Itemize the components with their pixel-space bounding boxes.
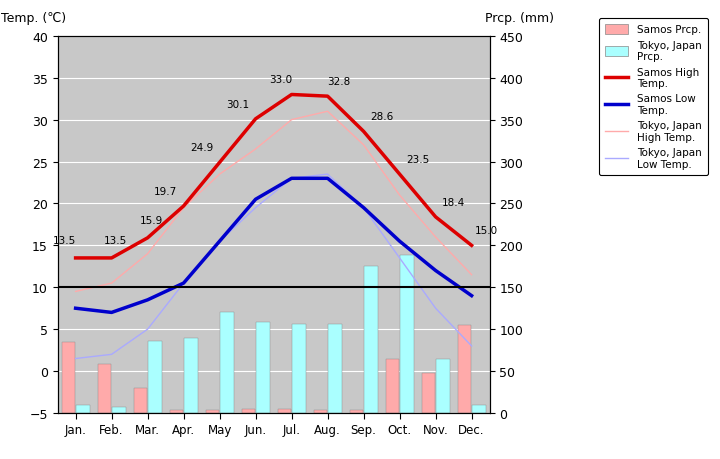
Tokyo, Japan Low Temp. xyxy=(251,206,260,211)
Samos Low Temp. xyxy=(107,310,116,315)
Tokyo, Japan High Temp. xyxy=(467,272,476,278)
Tokyo, Japan High Temp. xyxy=(395,193,404,198)
Text: 19.7: 19.7 xyxy=(154,186,177,196)
Samos High Temp. xyxy=(251,117,260,122)
Text: Prcp. (mm): Prcp. (mm) xyxy=(485,12,554,25)
Tokyo, Japan High Temp. xyxy=(215,172,224,178)
Bar xyxy=(220,313,233,413)
Samos Low Temp. xyxy=(431,268,440,274)
Tokyo, Japan High Temp. xyxy=(323,109,332,115)
Text: 32.8: 32.8 xyxy=(327,77,350,87)
Bar xyxy=(112,407,125,413)
Line: Samos High Temp.: Samos High Temp. xyxy=(76,95,472,258)
Tokyo, Japan Low Temp. xyxy=(71,356,80,362)
Line: Samos Low Temp.: Samos Low Temp. xyxy=(76,179,472,313)
Samos Low Temp. xyxy=(287,176,296,182)
Bar xyxy=(421,373,435,413)
Bar xyxy=(349,411,363,413)
Bar xyxy=(472,405,485,413)
Samos High Temp. xyxy=(431,215,440,220)
Bar xyxy=(98,364,111,413)
Bar xyxy=(184,338,197,413)
Samos Low Temp. xyxy=(71,306,80,311)
Samos Low Temp. xyxy=(143,297,152,303)
Tokyo, Japan High Temp. xyxy=(107,281,116,286)
Samos High Temp. xyxy=(215,160,224,166)
Text: 24.9: 24.9 xyxy=(190,143,213,153)
Text: 30.1: 30.1 xyxy=(226,100,249,110)
Tokyo, Japan Low Temp. xyxy=(467,343,476,349)
Line: Tokyo, Japan Low Temp.: Tokyo, Japan Low Temp. xyxy=(76,175,472,359)
Text: 13.5: 13.5 xyxy=(53,236,76,246)
Bar xyxy=(169,411,183,413)
Tokyo, Japan Low Temp. xyxy=(215,239,224,244)
Bar xyxy=(400,256,413,413)
Tokyo, Japan Low Temp. xyxy=(395,256,404,261)
Samos High Temp. xyxy=(467,243,476,249)
Text: 15.0: 15.0 xyxy=(474,226,498,236)
Text: Temp. (℃): Temp. (℃) xyxy=(1,12,66,25)
Bar xyxy=(61,342,75,413)
Tokyo, Japan High Temp. xyxy=(359,143,368,148)
Bar xyxy=(256,323,269,413)
Bar xyxy=(292,325,305,413)
Samos High Temp. xyxy=(179,204,188,209)
Bar xyxy=(134,388,148,413)
Samos High Temp. xyxy=(71,256,80,261)
Samos High Temp. xyxy=(359,129,368,135)
Tokyo, Japan Low Temp. xyxy=(143,327,152,332)
Line: Tokyo, Japan High Temp.: Tokyo, Japan High Temp. xyxy=(76,112,472,292)
Text: 15.9: 15.9 xyxy=(140,216,163,226)
Bar xyxy=(206,410,219,413)
Tokyo, Japan High Temp. xyxy=(143,252,152,257)
Text: 33.0: 33.0 xyxy=(269,75,292,85)
Text: 18.4: 18.4 xyxy=(442,197,465,207)
Tokyo, Japan High Temp. xyxy=(431,235,440,240)
Bar xyxy=(241,409,255,413)
Tokyo, Japan Low Temp. xyxy=(431,306,440,311)
Bar xyxy=(277,409,291,413)
Samos Low Temp. xyxy=(251,197,260,202)
Bar xyxy=(364,267,377,413)
Text: 13.5: 13.5 xyxy=(104,236,127,246)
Tokyo, Japan High Temp. xyxy=(287,118,296,123)
Samos Low Temp. xyxy=(395,239,404,244)
Tokyo, Japan Low Temp. xyxy=(359,206,368,211)
Samos High Temp. xyxy=(287,93,296,98)
Samos Low Temp. xyxy=(179,281,188,286)
Bar xyxy=(76,406,89,413)
Tokyo, Japan High Temp. xyxy=(71,289,80,295)
Bar xyxy=(313,411,327,413)
Text: 23.5: 23.5 xyxy=(406,155,429,165)
Bar xyxy=(386,359,399,413)
Tokyo, Japan Low Temp. xyxy=(323,172,332,178)
Samos High Temp. xyxy=(143,235,152,241)
Samos Low Temp. xyxy=(323,176,332,182)
Samos Low Temp. xyxy=(359,206,368,211)
Samos Low Temp. xyxy=(467,293,476,299)
Tokyo, Japan High Temp. xyxy=(251,147,260,152)
Bar xyxy=(458,325,471,413)
Samos High Temp. xyxy=(107,256,116,261)
Legend: Samos Prcp., Tokyo, Japan
Prcp., Samos High
Temp., Samos Low
Temp., Tokyo, Japan: Samos Prcp., Tokyo, Japan Prcp., Samos H… xyxy=(599,19,708,175)
Samos Low Temp. xyxy=(215,239,224,244)
Bar xyxy=(328,325,341,413)
Samos High Temp. xyxy=(323,94,332,100)
Tokyo, Japan Low Temp. xyxy=(287,176,296,182)
Samos High Temp. xyxy=(395,172,404,178)
Tokyo, Japan High Temp. xyxy=(179,206,188,211)
Tokyo, Japan Low Temp. xyxy=(107,352,116,357)
Bar xyxy=(436,359,449,413)
Bar xyxy=(148,341,161,413)
Text: 28.6: 28.6 xyxy=(370,112,393,122)
Tokyo, Japan Low Temp. xyxy=(179,281,188,286)
